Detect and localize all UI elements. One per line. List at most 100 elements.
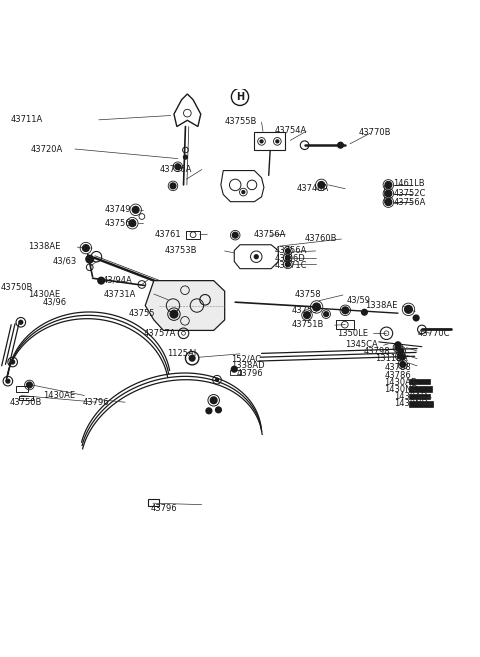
Bar — [409, 386, 432, 392]
Bar — [148, 499, 158, 506]
Circle shape — [400, 355, 405, 359]
Text: 1430ND: 1430ND — [394, 399, 428, 408]
Text: 43756A: 43756A — [105, 219, 137, 228]
Text: 1430ND: 1430ND — [384, 385, 419, 394]
Circle shape — [318, 181, 324, 189]
Circle shape — [337, 143, 343, 148]
Circle shape — [132, 206, 139, 213]
Text: 43/96: 43/96 — [43, 297, 67, 306]
Text: 1311BA: 1311BA — [375, 354, 408, 363]
Circle shape — [232, 233, 238, 238]
Bar — [409, 401, 433, 407]
Text: 1338AE: 1338AE — [365, 301, 398, 310]
Circle shape — [395, 345, 401, 351]
Text: 43757A: 43757A — [144, 328, 176, 338]
Text: 43720A: 43720A — [30, 145, 62, 154]
Text: 1430AE: 1430AE — [28, 290, 60, 300]
Circle shape — [206, 408, 212, 414]
Circle shape — [286, 262, 290, 267]
Text: 1461LB: 1461LB — [393, 179, 425, 189]
Text: 43758: 43758 — [295, 290, 322, 298]
Circle shape — [400, 361, 406, 367]
Circle shape — [26, 382, 32, 388]
Text: 43756A: 43756A — [159, 165, 192, 174]
Circle shape — [395, 342, 401, 348]
Circle shape — [189, 355, 195, 361]
Circle shape — [98, 277, 105, 284]
Circle shape — [385, 181, 392, 189]
Circle shape — [86, 256, 94, 263]
Circle shape — [260, 140, 263, 143]
Text: 43711A: 43711A — [10, 115, 43, 124]
Text: 43770B: 43770B — [359, 128, 391, 137]
Text: 43/59: 43/59 — [346, 295, 370, 304]
Text: 43755: 43755 — [129, 309, 156, 318]
Circle shape — [170, 310, 178, 318]
Bar — [186, 231, 200, 238]
Circle shape — [83, 245, 89, 252]
Text: 1430AD: 1430AD — [384, 378, 418, 387]
Text: 43796: 43796 — [83, 397, 109, 407]
Circle shape — [304, 312, 311, 319]
Text: 43760B: 43760B — [305, 235, 337, 244]
Circle shape — [397, 353, 403, 359]
Text: 43788: 43788 — [384, 363, 411, 373]
Polygon shape — [221, 171, 264, 202]
Text: 43761: 43761 — [155, 230, 181, 238]
Text: 43750B: 43750B — [9, 397, 42, 407]
Text: 43731A: 43731A — [104, 290, 136, 298]
Circle shape — [361, 309, 367, 315]
Text: 1350LE: 1350LE — [336, 328, 368, 338]
Circle shape — [276, 140, 279, 143]
Text: 43/63: 43/63 — [52, 257, 77, 266]
Text: 152/AC: 152/AC — [231, 354, 262, 363]
Circle shape — [286, 256, 290, 260]
Polygon shape — [174, 94, 201, 127]
Circle shape — [385, 199, 392, 206]
Text: 43/36D: 43/36D — [275, 254, 305, 263]
Text: 43755B: 43755B — [225, 117, 257, 125]
Text: 43752C: 43752C — [393, 189, 426, 198]
Text: 43750B: 43750B — [0, 283, 33, 292]
Circle shape — [398, 348, 404, 354]
Circle shape — [242, 191, 245, 194]
Bar — [19, 396, 33, 400]
Polygon shape — [145, 281, 225, 330]
Circle shape — [216, 378, 218, 381]
Circle shape — [385, 190, 392, 197]
Circle shape — [313, 303, 321, 311]
Text: 43756A: 43756A — [275, 246, 307, 256]
Text: 43771C: 43771C — [275, 261, 307, 270]
Text: 43796: 43796 — [151, 504, 177, 513]
Text: 43751B: 43751B — [292, 320, 324, 329]
Circle shape — [286, 248, 290, 254]
Circle shape — [324, 312, 328, 317]
Text: 43756A: 43756A — [253, 230, 286, 238]
Text: 43753B: 43753B — [164, 246, 197, 256]
Text: 1345CA: 1345CA — [345, 340, 378, 350]
Bar — [336, 320, 354, 329]
Text: 43749: 43749 — [105, 205, 132, 214]
Text: 43740A: 43740A — [297, 184, 329, 193]
Bar — [409, 379, 430, 384]
Circle shape — [183, 155, 187, 159]
Text: 43770C: 43770C — [418, 328, 451, 338]
Circle shape — [129, 220, 136, 227]
Bar — [254, 132, 286, 150]
Text: 1338AD: 1338AD — [231, 361, 265, 370]
Text: 43798: 43798 — [363, 347, 390, 356]
Text: H: H — [236, 92, 244, 102]
Circle shape — [405, 306, 412, 313]
Text: 1430AE: 1430AE — [43, 391, 75, 400]
Polygon shape — [234, 245, 278, 269]
Circle shape — [216, 407, 221, 413]
Bar — [409, 394, 430, 399]
Text: 43786: 43786 — [384, 371, 411, 380]
Text: 43796: 43796 — [236, 369, 263, 378]
Circle shape — [170, 183, 176, 189]
Circle shape — [175, 164, 180, 170]
Circle shape — [11, 360, 14, 364]
Circle shape — [231, 367, 237, 372]
Text: 43756A: 43756A — [393, 198, 426, 207]
Circle shape — [19, 321, 23, 324]
